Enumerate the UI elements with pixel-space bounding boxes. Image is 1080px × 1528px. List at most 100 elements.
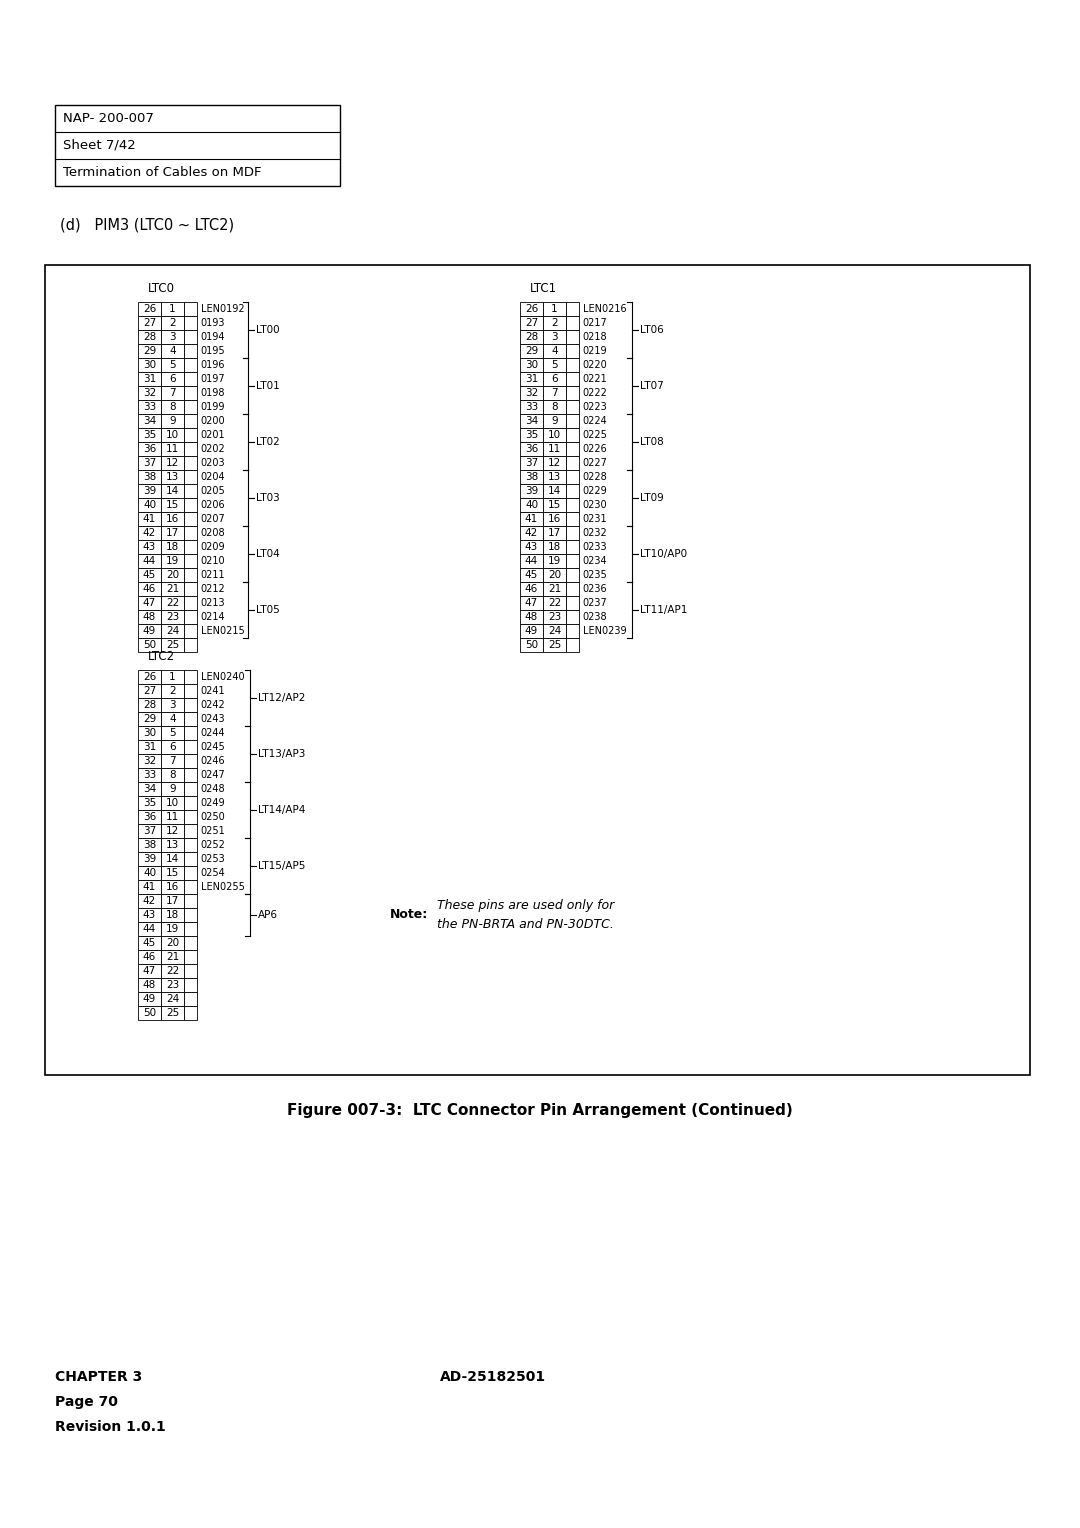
Bar bbox=[161, 455, 184, 471]
Bar bbox=[161, 740, 184, 753]
Bar bbox=[161, 596, 184, 610]
Bar bbox=[519, 582, 543, 596]
Bar bbox=[138, 950, 161, 964]
Bar bbox=[184, 824, 197, 837]
Bar bbox=[138, 596, 161, 610]
Text: 50: 50 bbox=[143, 1008, 157, 1018]
Text: 0226: 0226 bbox=[582, 445, 607, 454]
Bar bbox=[138, 753, 161, 769]
Text: 23: 23 bbox=[548, 613, 562, 622]
Bar bbox=[184, 1005, 197, 1021]
Text: 0242: 0242 bbox=[201, 700, 226, 711]
Bar bbox=[161, 908, 184, 921]
Bar bbox=[184, 782, 197, 796]
Text: 47: 47 bbox=[525, 597, 538, 608]
Bar bbox=[543, 526, 566, 539]
Text: 46: 46 bbox=[143, 952, 157, 963]
Text: 11: 11 bbox=[166, 811, 179, 822]
Bar bbox=[161, 853, 184, 866]
Bar bbox=[138, 978, 161, 992]
Text: 42: 42 bbox=[143, 529, 157, 538]
Text: 0211: 0211 bbox=[201, 570, 226, 581]
Text: 0217: 0217 bbox=[582, 318, 607, 329]
Text: 5: 5 bbox=[551, 361, 557, 370]
Text: 1: 1 bbox=[551, 304, 557, 313]
Bar bbox=[161, 669, 184, 685]
Text: 20: 20 bbox=[548, 570, 562, 581]
Text: 7: 7 bbox=[170, 756, 176, 766]
Text: 28: 28 bbox=[143, 332, 157, 342]
Bar bbox=[161, 894, 184, 908]
Text: 6: 6 bbox=[551, 374, 557, 384]
Text: 28: 28 bbox=[143, 700, 157, 711]
Text: 2: 2 bbox=[170, 318, 176, 329]
Text: Sheet 7/42: Sheet 7/42 bbox=[63, 139, 136, 151]
Text: 38: 38 bbox=[525, 472, 538, 481]
Bar bbox=[184, 358, 197, 371]
Bar bbox=[566, 387, 579, 400]
Text: LT11/AP1: LT11/AP1 bbox=[639, 605, 687, 614]
Bar bbox=[566, 610, 579, 623]
Bar bbox=[566, 442, 579, 455]
Text: 5: 5 bbox=[170, 727, 176, 738]
Bar bbox=[519, 639, 543, 652]
Bar bbox=[138, 414, 161, 428]
Bar bbox=[184, 539, 197, 555]
Text: 12: 12 bbox=[166, 827, 179, 836]
Text: 35: 35 bbox=[143, 429, 157, 440]
Bar bbox=[543, 596, 566, 610]
Bar bbox=[543, 555, 566, 568]
Text: 4: 4 bbox=[170, 714, 176, 724]
Bar bbox=[519, 303, 543, 316]
Text: 8: 8 bbox=[170, 402, 176, 413]
Bar bbox=[566, 582, 579, 596]
Bar bbox=[161, 484, 184, 498]
Text: 0225: 0225 bbox=[582, 429, 608, 440]
Bar bbox=[543, 639, 566, 652]
Text: 35: 35 bbox=[143, 798, 157, 808]
Text: 50: 50 bbox=[525, 640, 538, 649]
Bar bbox=[519, 344, 543, 358]
Bar bbox=[138, 810, 161, 824]
Bar bbox=[161, 400, 184, 414]
Bar bbox=[138, 964, 161, 978]
Bar bbox=[566, 596, 579, 610]
Text: 36: 36 bbox=[525, 445, 538, 454]
Bar bbox=[184, 387, 197, 400]
Text: 7: 7 bbox=[170, 388, 176, 397]
Text: 23: 23 bbox=[166, 613, 179, 622]
Text: LT08: LT08 bbox=[639, 437, 663, 448]
Text: 0245: 0245 bbox=[201, 743, 226, 752]
Bar bbox=[519, 330, 543, 344]
Text: 6: 6 bbox=[170, 374, 176, 384]
Text: 40: 40 bbox=[525, 500, 538, 510]
Text: 11: 11 bbox=[548, 445, 562, 454]
Bar bbox=[566, 555, 579, 568]
Bar bbox=[184, 937, 197, 950]
Text: 0248: 0248 bbox=[201, 784, 226, 795]
Text: 40: 40 bbox=[143, 868, 157, 879]
Bar bbox=[138, 512, 161, 526]
Text: 0250: 0250 bbox=[201, 811, 226, 822]
Bar bbox=[566, 330, 579, 344]
Bar bbox=[184, 303, 197, 316]
Bar bbox=[138, 539, 161, 555]
Text: LEN0192: LEN0192 bbox=[201, 304, 244, 313]
Text: 47: 47 bbox=[143, 966, 157, 976]
Bar bbox=[138, 303, 161, 316]
Bar bbox=[543, 414, 566, 428]
Bar bbox=[184, 400, 197, 414]
Text: LEN0215: LEN0215 bbox=[201, 626, 244, 636]
Bar bbox=[161, 1005, 184, 1021]
Bar bbox=[138, 726, 161, 740]
Text: CHAPTER 3: CHAPTER 3 bbox=[55, 1371, 143, 1384]
Text: Revision 1.0.1: Revision 1.0.1 bbox=[55, 1420, 165, 1433]
Bar bbox=[138, 669, 161, 685]
Text: 17: 17 bbox=[166, 895, 179, 906]
Text: 48: 48 bbox=[143, 613, 157, 622]
Bar bbox=[543, 344, 566, 358]
Bar bbox=[138, 623, 161, 639]
Bar bbox=[184, 685, 197, 698]
Bar bbox=[184, 610, 197, 623]
Bar bbox=[161, 769, 184, 782]
